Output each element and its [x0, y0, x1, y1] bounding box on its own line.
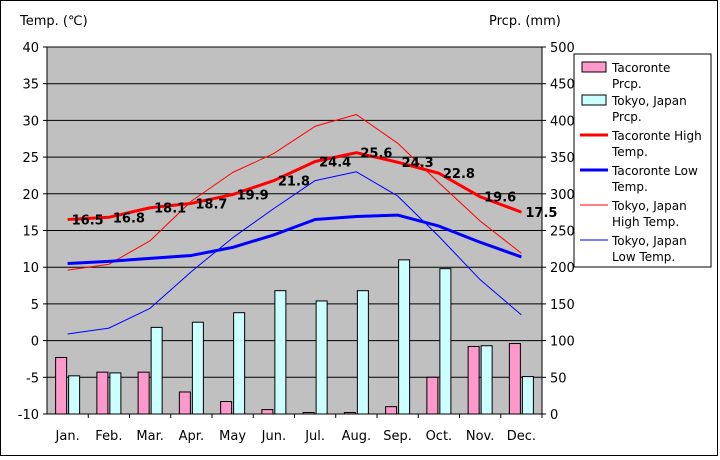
x-tick-label-7: Aug. — [342, 429, 372, 444]
left-axis-title: Temp. (℃) — [19, 14, 88, 29]
bar-1-0 — [68, 375, 81, 415]
left-tick-label-0: 40 — [22, 41, 39, 56]
bar-0-11 — [508, 343, 521, 415]
right-tick-label-3: 350 — [550, 151, 575, 166]
right-axis-title: Prcp. (mm) — [489, 14, 561, 29]
bar-0-8 — [385, 406, 398, 415]
x-tick-label-10: Nov. — [466, 429, 495, 444]
legend-swatch-0 — [581, 61, 607, 73]
data-label-0-9: 22.8 — [443, 167, 475, 182]
series-line-3 — [67, 171, 522, 335]
data-label-0-1: 16.8 — [113, 211, 145, 226]
x-tick-label-4: May — [219, 429, 246, 444]
left-tick-label-10: -10 — [18, 408, 39, 423]
series-line-1 — [67, 213, 522, 266]
bar-1-8 — [398, 259, 411, 415]
data-label-0-2: 18.1 — [154, 202, 186, 217]
legend-label-1: Tokyo, Japan Prcp. — [611, 94, 687, 124]
right-tick-label-8: 100 — [550, 335, 575, 350]
bar-0-0 — [55, 356, 68, 415]
precipitation-bars — [55, 259, 534, 415]
right-tick-label-2: 400 — [550, 114, 575, 129]
data-label-0-11: 17.5 — [525, 206, 557, 221]
x-tick-label-1: Feb. — [95, 429, 122, 444]
temperature-lines — [67, 114, 522, 335]
bar-0-5 — [261, 409, 274, 415]
right-tick-label-7: 150 — [550, 298, 575, 313]
right-tick-label-0: 500 — [550, 41, 575, 56]
legend-swatch-1 — [581, 94, 607, 106]
legend-box — [573, 53, 712, 268]
series-line-2 — [67, 114, 522, 271]
right-tick-label-5: 250 — [550, 225, 575, 240]
right-tick-label-9: 50 — [550, 371, 567, 386]
data-label-0-4: 19.9 — [237, 189, 269, 204]
bar-1-7 — [356, 290, 369, 415]
gridlines — [47, 83, 542, 378]
data-label-0-6: 24.4 — [319, 156, 351, 171]
x-tick-label-5: Jun. — [261, 429, 286, 444]
bar-0-7 — [343, 412, 356, 415]
x-tick-label-6: Jul. — [304, 429, 325, 444]
bar-1-5 — [274, 290, 287, 415]
bar-0-1 — [96, 371, 109, 415]
left-tick-label-4: 20 — [22, 188, 39, 203]
x-tick-label-2: Mar. — [136, 429, 163, 444]
left-tick-label-3: 25 — [22, 151, 39, 166]
bar-0-9 — [426, 376, 439, 415]
bar-1-10 — [480, 345, 493, 415]
right-tick-label-6: 200 — [550, 261, 575, 276]
data-label-0-10: 19.6 — [484, 191, 516, 206]
bar-1-9 — [439, 268, 452, 415]
x-tick-label-3: Apr. — [179, 429, 204, 444]
bar-0-3 — [178, 391, 191, 415]
left-tick-label-5: 15 — [22, 225, 39, 240]
bar-1-1 — [109, 372, 122, 415]
data-label-0-8: 24.3 — [402, 156, 434, 171]
legend-label-0: Tacoronte Prcp. — [611, 61, 670, 91]
bar-1-2 — [150, 326, 163, 415]
x-tick-label-11: Dec. — [507, 429, 536, 444]
right-tick-label-1: 450 — [550, 78, 575, 93]
data-label-0-3: 18.7 — [195, 197, 227, 212]
axes: Temp. (℃) Prcp. (mm) 4035302520151050-5-… — [18, 14, 575, 444]
bar-1-6 — [315, 300, 328, 415]
data-label-0-5: 21.8 — [278, 175, 310, 190]
left-tick-label-2: 30 — [22, 114, 39, 129]
bar-1-11 — [521, 376, 534, 415]
bar-0-2 — [137, 371, 150, 415]
data-label-0-0: 16.5 — [72, 213, 104, 228]
legend-label-5: Tokyo, Japan Low Temp. — [611, 234, 687, 264]
right-tick-label-10: 0 — [550, 408, 558, 423]
bar-1-3 — [191, 321, 204, 415]
legend-label-3: Tacoronte Low Temp. — [611, 164, 698, 194]
bar-1-4 — [233, 312, 246, 415]
legend-label-4: Tokyo, Japan High Temp. — [611, 199, 687, 229]
right-tick-label-4: 300 — [550, 188, 575, 203]
data-labels: 16.5 16.8 18.1 18.7 19.9 21.8 24.4 25.6 24.3 22.8… — [72, 147, 558, 229]
bar-0-10 — [467, 345, 480, 415]
data-label-0-7: 25.6 — [360, 147, 392, 162]
legend: Tacoronte Prcp.Tokyo, Japan Prcp. Tacoronte… — [573, 53, 712, 268]
left-tick-label-9: -5 — [26, 371, 39, 386]
left-tick-label-8: 0 — [31, 335, 39, 350]
bar-0-4 — [220, 401, 233, 415]
left-tick-label-6: 10 — [22, 261, 39, 276]
x-tick-label-8: Sep. — [383, 429, 412, 444]
x-tick-label-9: Oct. — [426, 429, 453, 444]
left-tick-label-7: 5 — [31, 298, 39, 313]
bar-0-6 — [302, 412, 315, 415]
series-line-0 — [67, 151, 522, 221]
x-tick-label-0: Jan. — [55, 429, 80, 444]
left-tick-label-1: 35 — [22, 78, 39, 93]
legend-label-2: Tacoronte High Temp. — [611, 129, 702, 159]
